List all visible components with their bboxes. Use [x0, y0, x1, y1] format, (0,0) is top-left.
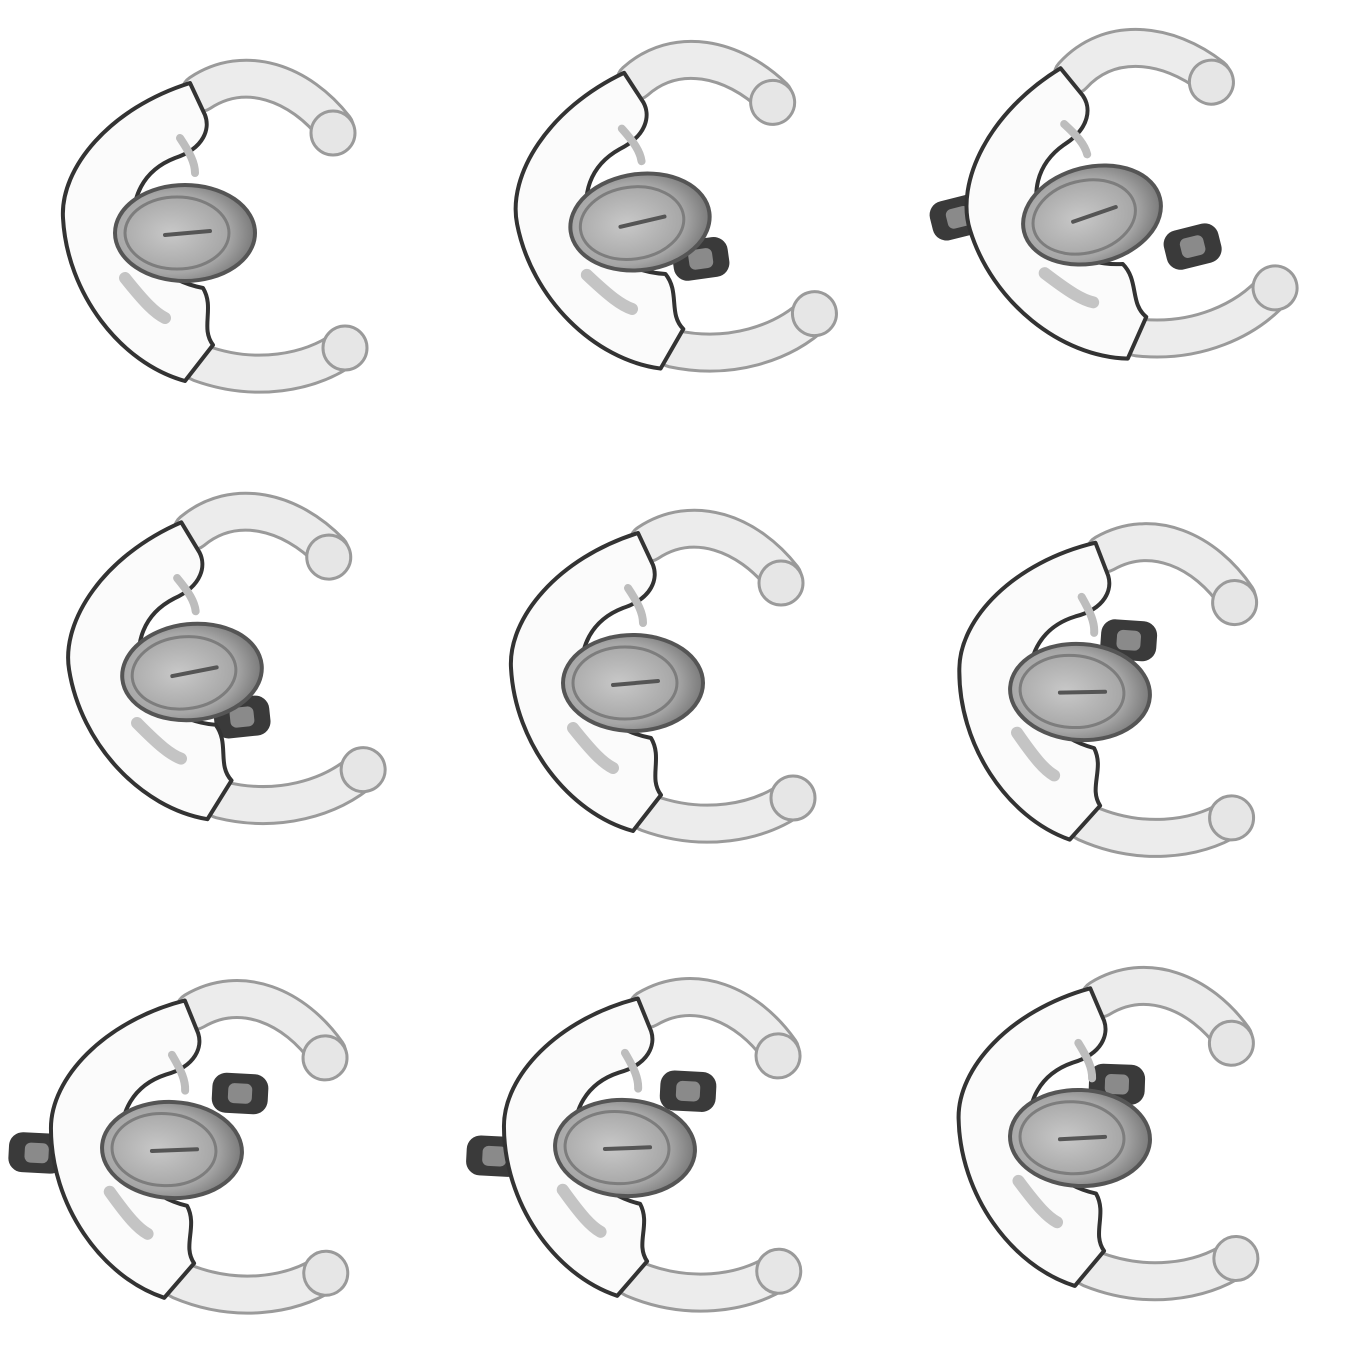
sprite-frame — [901, 21, 1304, 397]
sprite-frame — [465, 986, 814, 1306]
sprite-frame — [948, 530, 1272, 853]
sprite-frame — [953, 980, 1267, 1293]
sprite-frame — [54, 500, 388, 832]
sprite-frame — [498, 44, 841, 386]
sprite-frame — [511, 529, 815, 831]
sprite-frame — [63, 79, 367, 381]
sprite-frame — [7, 987, 361, 1307]
